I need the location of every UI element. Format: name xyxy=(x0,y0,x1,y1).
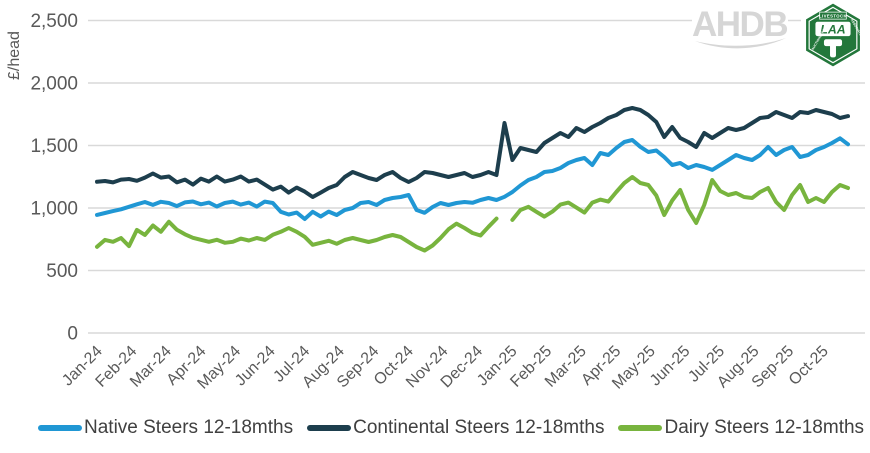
x-tick-label: Oct-25 xyxy=(786,343,832,389)
ahdb-logo-text: AHDB xyxy=(692,5,787,44)
laa-gavel-handle-icon xyxy=(830,41,836,58)
legend-item-native-steers-12-18mths: Native Steers 12-18mths xyxy=(38,417,293,439)
legend-label: Continental Steers 12-18mths xyxy=(353,417,605,438)
legend-label: Dairy Steers 12-18mths xyxy=(664,417,865,438)
y-tick-label: 1,000 xyxy=(30,199,78,220)
x-tick-label: Jun-25 xyxy=(647,343,694,390)
series-line-dairy-steers-12-18mths xyxy=(95,175,850,253)
series-line-continental-steers-12-18mths xyxy=(95,106,850,199)
y-tick-label: 1,500 xyxy=(30,136,78,157)
x-tick-label: Jun-24 xyxy=(232,343,279,390)
series-line-native-steers-12-18mths xyxy=(95,136,850,221)
y-tick-label: 2,000 xyxy=(30,74,78,95)
price-line-chart: 05001,0001,5002,0002,500£/headJan-24Feb-… xyxy=(6,11,865,393)
ahdb-logo-graphic: AHDB xyxy=(692,5,789,49)
y-tick-label: 0 xyxy=(67,324,78,345)
laa-banner-text: LIVESTOCK xyxy=(819,13,848,18)
ahdb-logo: AHDB xyxy=(692,5,789,55)
chart-legend: Native Steers 12-18mths Continental Steer… xyxy=(38,417,864,439)
y-axis-unit-label: £/head xyxy=(6,31,23,80)
y-tick-label: 500 xyxy=(46,261,78,282)
laa-logo: LIVESTOCK LAA AUCTIONEERS ASSOCIATION xyxy=(801,2,865,68)
legend-swatch xyxy=(38,425,82,431)
laa-center-box xyxy=(815,21,851,37)
y-tick-label: 2,500 xyxy=(30,11,78,32)
ahdb-swoosh xyxy=(695,38,786,49)
legend-label: Native Steers 12-18mths xyxy=(84,417,294,438)
legend-swatch xyxy=(307,425,352,431)
legend-item-dairy-steers-12-18mths: Dairy Steers 12-18mths xyxy=(618,417,864,439)
laa-hexagon-inner-border xyxy=(808,6,858,64)
laa-banner xyxy=(819,11,847,20)
legend-swatch xyxy=(618,425,663,431)
laa-logo-graphic: LIVESTOCK LAA AUCTIONEERS ASSOCIATION xyxy=(806,3,865,67)
laa-center-text: LAA xyxy=(820,23,845,37)
legend-item-continental-steers-12-18mths: Continental Steers 12-18mths xyxy=(307,417,604,439)
